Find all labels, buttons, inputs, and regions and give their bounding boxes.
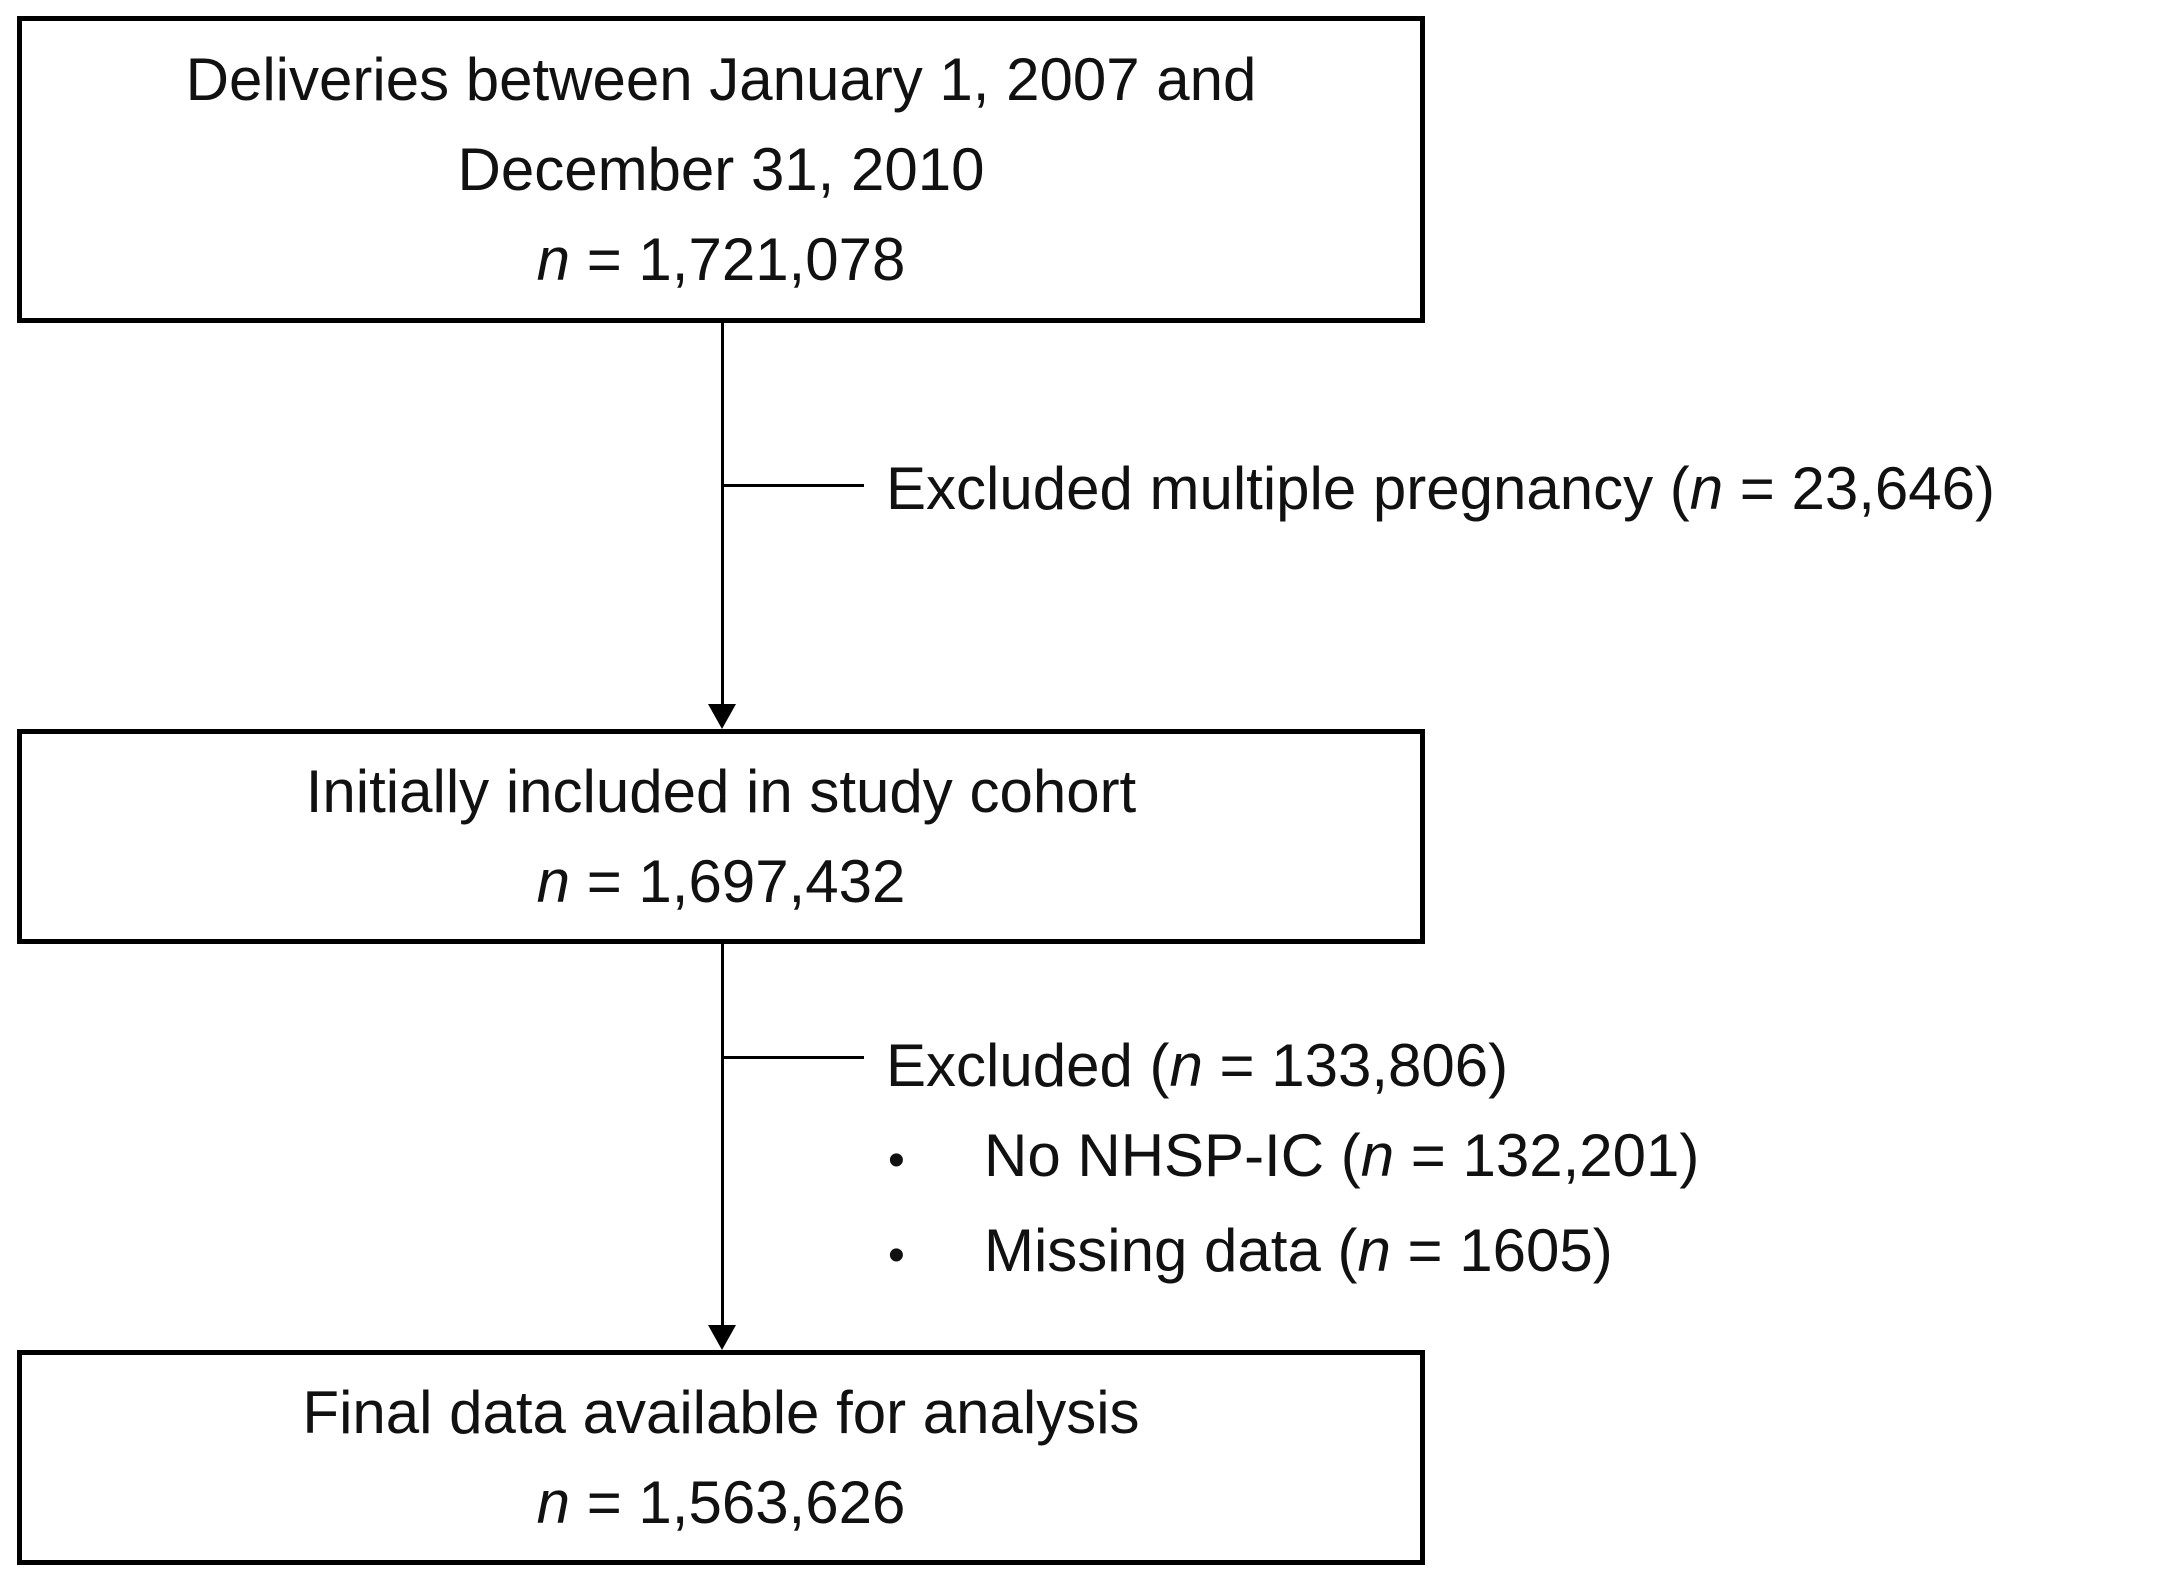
connector-line-1 bbox=[721, 323, 724, 705]
connector-line-2 bbox=[721, 944, 724, 1326]
box-initial-cohort-n-count: n = 1,697,432 bbox=[537, 837, 906, 927]
bullet-text: Missing data (n = 1605) bbox=[984, 1206, 1613, 1296]
exclusion-text-before: Excluded ( bbox=[886, 1032, 1170, 1099]
bullet-item-missing-data: • Missing data (n = 1605) bbox=[886, 1206, 1699, 1301]
arrowhead-down-icon bbox=[708, 1325, 736, 1350]
bullet-marker-icon: • bbox=[888, 1229, 905, 1282]
bullet-item-no-nhsp-ic: • No NHSP-IC (n = 132,201) bbox=[886, 1111, 1699, 1206]
n-value: = 1,563,626 bbox=[570, 1468, 906, 1536]
box-final-analysis-n-count: n = 1,563,626 bbox=[537, 1458, 906, 1548]
box-deliveries-n-count: n = 1,721,078 bbox=[537, 215, 906, 305]
exclusion-branch-line-1 bbox=[722, 484, 864, 487]
n-symbol: n bbox=[1357, 1217, 1391, 1284]
bullet-text-after: = 1605) bbox=[1390, 1217, 1613, 1284]
n-symbol: n bbox=[1360, 1122, 1395, 1189]
exclusion-text-after: = 133,806) bbox=[1202, 1032, 1509, 1099]
bullet-text: No NHSP-IC (n = 132,201) bbox=[984, 1111, 1699, 1201]
exclusion-branch-line-2 bbox=[722, 1056, 864, 1059]
n-value: = 1,697,432 bbox=[570, 847, 906, 915]
n-symbol: n bbox=[1689, 455, 1724, 522]
exclusion-group-final: Excluded (n = 133,806) • No NHSP-IC (n =… bbox=[886, 1021, 1699, 1301]
box-initial-cohort-line-1: Initially included in study cohort bbox=[305, 757, 1137, 825]
bullet-text-before: No NHSP-IC ( bbox=[984, 1122, 1361, 1189]
n-symbol: n bbox=[1169, 1032, 1203, 1099]
box-deliveries-line-2: December 31, 2010 bbox=[457, 135, 985, 203]
flow-box-deliveries: Deliveries between January 1, 2007 and D… bbox=[17, 16, 1425, 323]
arrowhead-down-icon bbox=[708, 704, 736, 729]
exclusion-label-multiple-pregnancy: Excluded multiple pregnancy (n = 23,646) bbox=[886, 444, 1995, 534]
n-symbol: n bbox=[536, 1468, 571, 1536]
bullet-text-after: = 132,201) bbox=[1394, 1122, 1700, 1189]
exclusion-text-before: Excluded multiple pregnancy ( bbox=[886, 455, 1690, 522]
exclusion-label-excluded: Excluded (n = 133,806) bbox=[886, 1021, 1699, 1111]
n-symbol: n bbox=[536, 225, 571, 293]
box-final-analysis-line-1: Final data available for analysis bbox=[302, 1378, 1140, 1446]
bullet-text-before: Missing data ( bbox=[984, 1217, 1358, 1284]
n-value: = 1,721,078 bbox=[570, 225, 906, 293]
flow-box-final-analysis: Final data available for analysis n = 1,… bbox=[17, 1350, 1425, 1565]
n-symbol: n bbox=[536, 847, 571, 915]
bullet-marker-icon: • bbox=[888, 1134, 905, 1187]
flow-box-initial-cohort: Initially included in study cohort n = 1… bbox=[17, 729, 1425, 944]
box-deliveries-line-1: Deliveries between January 1, 2007 and bbox=[185, 45, 1257, 113]
exclusion-text-after: = 23,646) bbox=[1723, 455, 1996, 522]
